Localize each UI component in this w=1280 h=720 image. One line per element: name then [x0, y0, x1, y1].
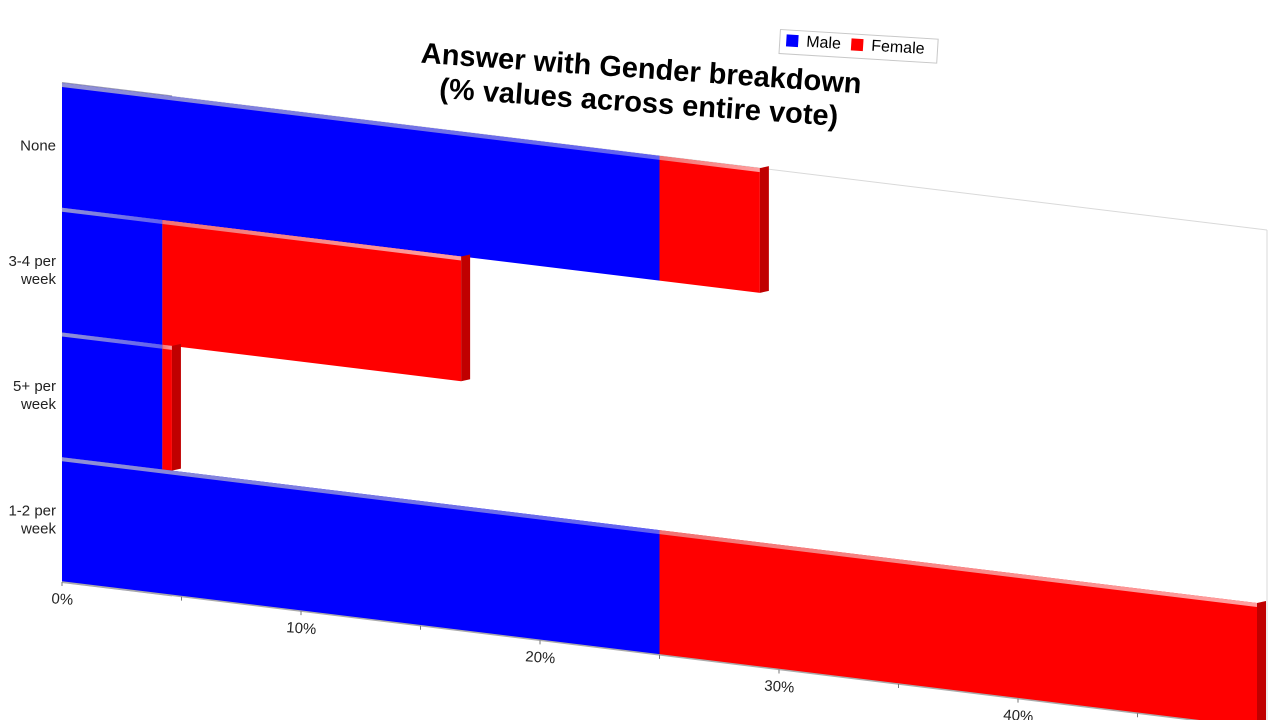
bar-highlight — [659, 155, 760, 173]
bar-highlight — [62, 83, 660, 160]
x-tick-label: 10% — [286, 619, 317, 638]
bar-highlight — [162, 344, 172, 350]
legend-label-female: Female — [870, 37, 926, 58]
bar-end-cap-3 — [1257, 601, 1266, 720]
x-tick-label: 0% — [51, 590, 74, 608]
bar-male-2 — [62, 332, 163, 470]
bar-end-cap-0 — [759, 166, 769, 293]
bar-end-cap-1 — [461, 254, 471, 382]
bar-male-1 — [62, 207, 163, 345]
legend-label-male: Male — [805, 33, 842, 53]
bar-female-2 — [162, 344, 172, 471]
bar-male-3 — [62, 457, 660, 655]
category-label: week — [20, 271, 57, 288]
legend-swatch-male — [785, 34, 799, 48]
category-label: 3-4 per — [8, 253, 56, 270]
legend-item-female[interactable]: Female — [850, 36, 926, 58]
x-tick-label: 40% — [1003, 707, 1034, 720]
bar-highlight — [62, 332, 163, 349]
x-tick-label: 20% — [525, 648, 556, 667]
bar-highlight — [62, 457, 660, 535]
bar-highlight — [659, 530, 1257, 608]
x-tick-label: 30% — [764, 677, 795, 696]
legend-item-male[interactable]: Male — [785, 32, 842, 53]
category-label: week — [20, 396, 57, 413]
bar-female-1 — [162, 219, 462, 382]
category-label: None — [20, 137, 56, 154]
bar-male-0 — [62, 83, 660, 281]
bar-highlight — [62, 207, 163, 224]
legend-swatch-female — [850, 38, 864, 52]
category-label: week — [20, 521, 57, 538]
category-label: 5+ per — [13, 378, 56, 395]
bar-end-cap-2 — [171, 343, 181, 471]
bar-female-0 — [659, 155, 760, 293]
category-label: 1-2 per — [8, 503, 56, 520]
bar-highlight — [162, 219, 462, 261]
